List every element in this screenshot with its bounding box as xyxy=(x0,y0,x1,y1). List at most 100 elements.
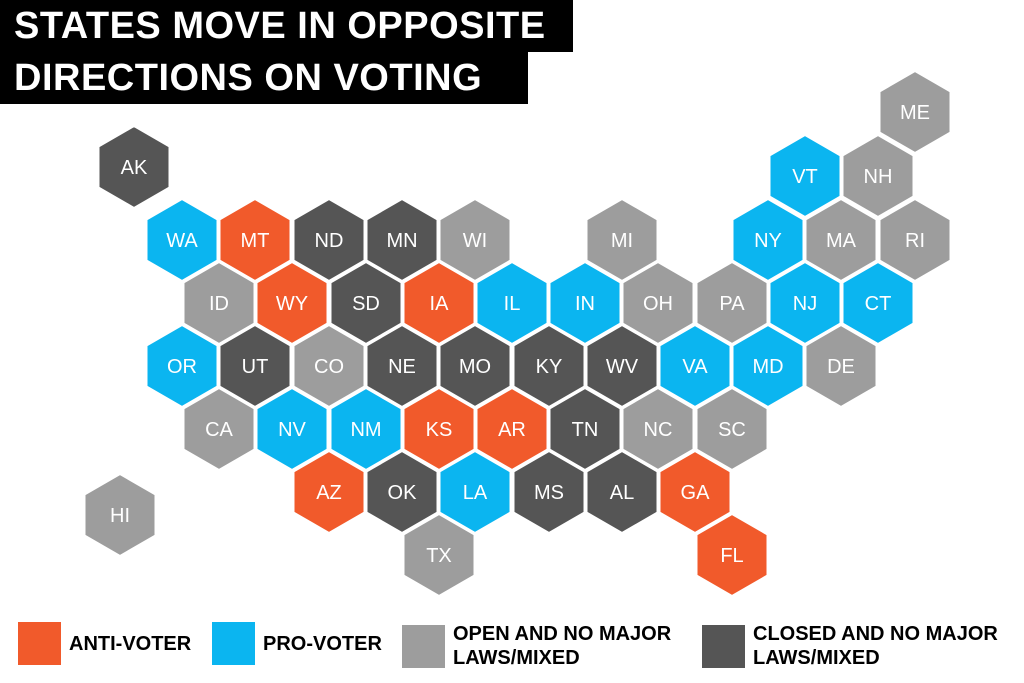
state-label: NV xyxy=(278,419,306,441)
state-hex-pa: PA xyxy=(695,260,769,346)
state-label: UT xyxy=(242,356,269,378)
legend-item-open: OPEN AND NO MAJOR LAWS/MIXED xyxy=(402,622,671,670)
state-label: VA xyxy=(682,356,708,378)
state-label: NC xyxy=(644,419,673,441)
state-label: SD xyxy=(352,293,380,315)
state-hex-shape xyxy=(841,133,915,219)
state-hex-nm: NM xyxy=(329,386,403,472)
legend-text: PRO-VOTER xyxy=(263,632,382,656)
state-hex-shape xyxy=(329,386,403,472)
state-hex-shape xyxy=(365,323,439,409)
state-hex-ri: RI xyxy=(878,197,952,283)
state-hex-tx: TX xyxy=(402,512,476,598)
state-hex-mt: MT xyxy=(218,197,292,283)
state-hex-sc: SC xyxy=(695,386,769,472)
state-hex-ut: UT xyxy=(218,323,292,409)
state-label: OR xyxy=(167,356,197,378)
state-label: NJ xyxy=(793,293,817,315)
state-hex-shape xyxy=(585,323,659,409)
state-hex-mi: MI xyxy=(585,197,659,283)
state-hex-shape xyxy=(402,512,476,598)
state-label: TN xyxy=(572,419,599,441)
state-hex-ms: MS xyxy=(512,449,586,535)
state-hex-al: AL xyxy=(585,449,659,535)
state-label: AL xyxy=(610,482,634,504)
state-hex-shape xyxy=(365,197,439,283)
state-hex-shape xyxy=(841,260,915,346)
state-hex-la: LA xyxy=(438,449,512,535)
state-label: MT xyxy=(241,230,270,252)
state-hex-shape xyxy=(255,386,329,472)
state-hex-ma: MA xyxy=(804,197,878,283)
state-label: WV xyxy=(606,356,639,378)
legend-item-closed: CLOSED AND NO MAJOR LAWS/MIXED xyxy=(702,622,998,670)
state-hex-sd: SD xyxy=(329,260,403,346)
state-hex-shape xyxy=(218,323,292,409)
state-hex-tn: TN xyxy=(548,386,622,472)
state-hex-shape xyxy=(731,323,805,409)
state-label: MA xyxy=(826,230,857,252)
state-label: WI xyxy=(463,230,487,252)
legend-item-pro-voter: PRO-VOTER xyxy=(212,622,382,665)
state-hex-il: IL xyxy=(475,260,549,346)
state-label: OK xyxy=(388,482,418,504)
state-hex-shape xyxy=(695,386,769,472)
state-hex-ct: CT xyxy=(841,260,915,346)
legend-label-pro-voter: PRO-VOTER xyxy=(263,632,382,655)
state-label: CA xyxy=(205,419,233,441)
state-label: PA xyxy=(719,293,745,315)
state-hex-shape xyxy=(512,449,586,535)
state-hex-shape xyxy=(438,197,512,283)
state-hex-shape xyxy=(621,260,695,346)
state-hex-shape xyxy=(695,512,769,598)
state-hex-va: VA xyxy=(658,323,732,409)
state-label: MI xyxy=(611,230,633,252)
state-hex-ar: AR xyxy=(475,386,549,472)
state-label: IN xyxy=(575,293,595,315)
state-label: MS xyxy=(534,482,564,504)
legend-text: CLOSED AND NO MAJOR LAWS/MIXED xyxy=(753,622,998,670)
state-hex-nj: NJ xyxy=(768,260,842,346)
state-hex-id: ID xyxy=(182,260,256,346)
state-hex-shape xyxy=(878,69,952,155)
state-label: NY xyxy=(754,230,782,252)
state-hex-me: ME xyxy=(878,69,952,155)
legend-swatch-pro-voter xyxy=(212,622,255,665)
state-hex-wa: WA xyxy=(145,197,219,283)
state-hex-shape xyxy=(365,449,439,535)
state-hex-nh: NH xyxy=(841,133,915,219)
state-label: CO xyxy=(314,356,344,378)
state-hex-shape xyxy=(475,260,549,346)
state-hex-shape xyxy=(145,197,219,283)
legend-label-open-line-1: OPEN AND NO MAJOR xyxy=(453,623,672,645)
state-hex-shape xyxy=(218,197,292,283)
state-hex-shape xyxy=(182,386,256,472)
state-label: OH xyxy=(643,293,673,315)
state-hex-shape xyxy=(768,133,842,219)
state-hex-fl: FL xyxy=(695,512,769,598)
state-hex-vt: VT xyxy=(768,133,842,219)
state-label: DE xyxy=(827,356,855,378)
state-label: SC xyxy=(718,419,746,441)
legend-label-anti-voter: ANTI-VOTER xyxy=(69,632,192,655)
state-hex-ky: KY xyxy=(512,323,586,409)
state-hex-shape xyxy=(292,323,366,409)
title-line-2: DIRECTIONS ON VOTING xyxy=(0,52,528,104)
state-hex-shape xyxy=(512,323,586,409)
state-hex-nc: NC xyxy=(621,386,695,472)
state-hex-ny: NY xyxy=(731,197,805,283)
state-hex-ga: GA xyxy=(658,449,732,535)
state-hex-az: AZ xyxy=(292,449,366,535)
state-label: HI xyxy=(110,505,130,527)
state-hex-shape xyxy=(145,323,219,409)
state-hex-mo: MO xyxy=(438,323,512,409)
state-hex-shape xyxy=(585,449,659,535)
state-label: AZ xyxy=(316,482,342,504)
state-label: NH xyxy=(864,166,893,188)
state-hex-shape xyxy=(83,472,157,558)
state-hex-shape xyxy=(292,449,366,535)
state-hex-shape xyxy=(438,323,512,409)
state-hex-shape xyxy=(97,124,171,210)
state-hex-nd: ND xyxy=(292,197,366,283)
